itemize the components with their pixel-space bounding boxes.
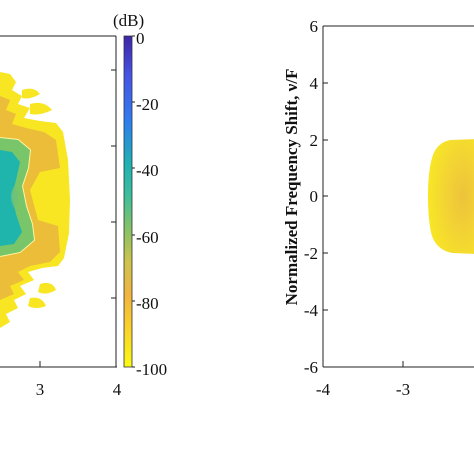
left-fringe-lobes	[22, 88, 56, 309]
left-heatmap-field	[0, 72, 70, 328]
colorbar-ticks	[132, 35, 135, 368]
right-y-tick-neg6: -6	[304, 358, 318, 377]
right-y-tick-0: 0	[310, 187, 319, 206]
colorbar: (dB) 0 -20 -40 -60 -80 -100	[113, 11, 167, 379]
colorbar-tick-neg80: -80	[136, 294, 159, 313]
left-axes-ticks	[39, 69, 117, 367]
right-heatmap-panel: Normalized Frequency Shift, ν/F 6 4 2 0 …	[282, 17, 474, 399]
left-x-tick-4: 4	[113, 380, 122, 399]
colorbar-tick-neg100: -100	[136, 360, 167, 379]
left-heatmap-panel: 3 4	[0, 35, 122, 399]
left-central-pinch	[11, 186, 18, 208]
right-x-tick-neg3: -3	[396, 380, 410, 399]
colorbar-gradient	[123, 35, 133, 368]
left-core-teal-region	[0, 150, 22, 246]
left-axes-frame	[0, 35, 117, 368]
right-heatmap-field	[428, 139, 474, 254]
right-yellow-blob	[428, 139, 474, 254]
colorbar-tick-0: 0	[136, 29, 145, 48]
right-y-tick-neg4: -4	[304, 301, 319, 320]
right-axes-ticks	[323, 25, 404, 368]
right-y-tick-6: 6	[310, 17, 319, 36]
right-y-axis-label: Normalized Frequency Shift, ν/F	[282, 69, 301, 306]
colorbar-tick-neg40: -40	[136, 161, 159, 180]
right-x-tick-neg4: -4	[316, 380, 331, 399]
colorbar-title: (dB)	[113, 11, 144, 30]
right-y-tick-2: 2	[310, 131, 319, 150]
right-y-tick-neg2: -2	[304, 244, 318, 263]
colorbar-tick-neg60: -60	[136, 228, 159, 247]
right-y-tick-4: 4	[310, 74, 319, 93]
left-x-tick-3: 3	[36, 380, 45, 399]
colorbar-tick-neg20: -20	[136, 95, 159, 114]
